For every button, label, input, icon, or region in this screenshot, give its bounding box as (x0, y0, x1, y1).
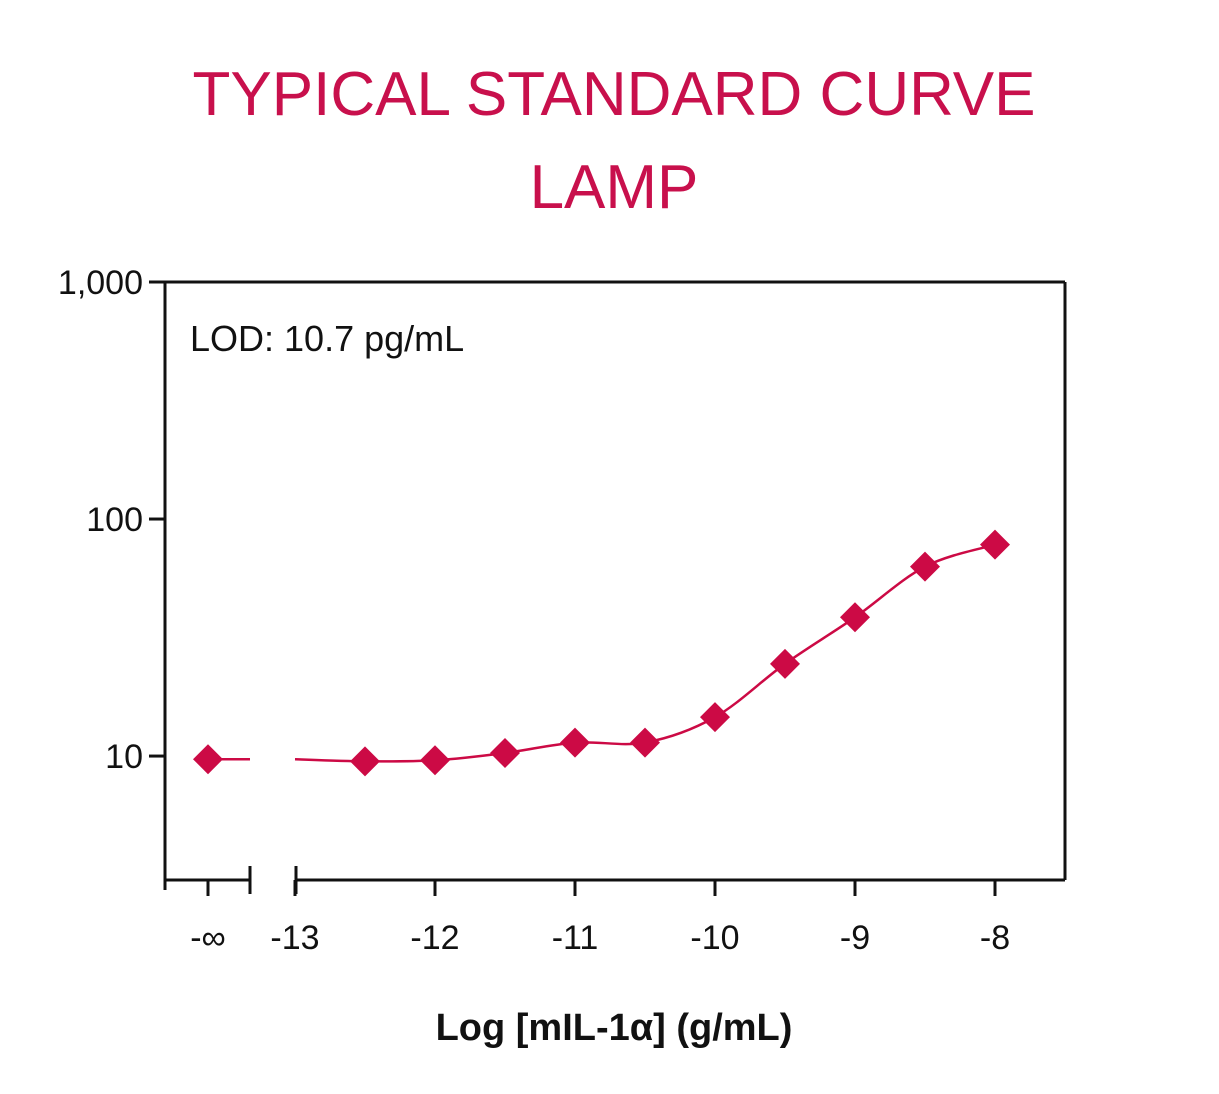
x-tick-label: -8 (980, 919, 1010, 957)
lod-annotation: LOD: 10.7 pg/mL (190, 318, 464, 359)
data-point (840, 602, 870, 633)
x-axis-ticks: -∞ -13 -12 -11 -10 -9 -8 (190, 880, 1010, 957)
data-point (980, 529, 1010, 560)
axes (163, 280, 1067, 894)
chart-title-line-1: TYPICAL STANDARD CURVE (193, 60, 1036, 129)
x-tick-label: -12 (410, 919, 459, 957)
data-point (490, 738, 520, 769)
y-tick-label: 100 (86, 501, 143, 539)
data-points (193, 529, 1010, 777)
x-tick-label: -11 (552, 919, 599, 957)
y-axis-ticks: 1,000 100 10 (58, 264, 165, 776)
data-point (350, 746, 380, 777)
x-tick-label-zero: -∞ (190, 919, 226, 957)
data-point-zero (193, 744, 223, 775)
fit-curve-layer (208, 543, 996, 763)
chart-title-line-2: LAMP (530, 153, 699, 222)
data-point (560, 727, 590, 758)
data-point (700, 702, 730, 733)
x-axis-label: Log [mIL-1α] (g/mL) (436, 1007, 793, 1049)
x-tick-label: -10 (690, 919, 739, 957)
x-tick-label: -13 (270, 919, 319, 957)
data-point (420, 745, 450, 776)
data-point (770, 648, 800, 679)
data-point (910, 551, 940, 582)
y-tick-label: 10 (105, 738, 143, 776)
x-tick-label: -9 (840, 919, 870, 957)
y-tick-label: 1,000 (58, 264, 143, 302)
data-point (630, 727, 660, 758)
